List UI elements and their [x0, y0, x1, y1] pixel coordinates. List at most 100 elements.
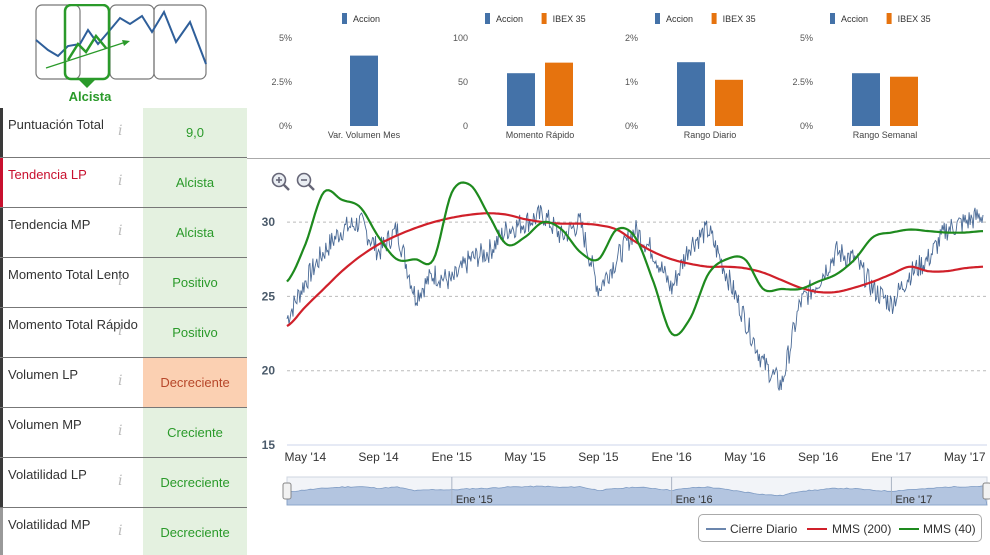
navigator-tick-label: Ene '17	[895, 494, 932, 506]
trend-line-blue	[35, 9, 207, 65]
indicator-row: Volumen LP i Decreciente	[0, 358, 247, 408]
info-icon[interactable]: i	[118, 373, 123, 389]
legend-mms-40[interactable]: MMS (40)	[923, 522, 976, 536]
x-tick-label: May '14	[284, 450, 326, 464]
x-tick-label: May '15	[504, 450, 546, 464]
navigator-tick-label: Ene '15	[456, 494, 493, 506]
indicator-row: Tendencia LP i Alcista	[0, 158, 247, 208]
row-divider	[0, 357, 247, 358]
info-icon[interactable]: i	[118, 323, 123, 339]
bar-accion[interactable]	[677, 62, 705, 126]
legend-cierre-diario[interactable]: Cierre Diario	[730, 522, 798, 536]
info-icon[interactable]: i	[118, 473, 123, 489]
section-divider	[247, 158, 990, 159]
bar-ibex[interactable]	[545, 62, 573, 126]
row-divider	[0, 257, 247, 258]
bar-accion[interactable]	[852, 73, 880, 126]
bar-accion[interactable]	[507, 73, 535, 126]
indicator-name: Volatilidad LP	[0, 458, 143, 507]
trend-frame-3	[109, 4, 155, 80]
price-chart[interactable]: 15 20 25 30 May '14 Sep '14 Ene '15 May '15 Sep …	[250, 165, 990, 510]
series-mms-40[interactable]	[286, 181, 984, 337]
indicator-name: Tendencia MP	[0, 208, 143, 257]
y-tick-label: 20	[262, 364, 276, 378]
trend-frame-4	[153, 4, 207, 80]
info-icon[interactable]: i	[118, 273, 123, 289]
legend-swatch	[711, 13, 717, 24]
indicator-value: Creciente	[143, 408, 247, 457]
indicator-name: Volatilidad MP	[0, 508, 143, 555]
trend-arrow	[45, 41, 127, 69]
legend-swatch	[485, 13, 490, 24]
trend-frame-1	[35, 4, 81, 80]
indicator-value: 9,0	[143, 108, 247, 157]
row-divider	[0, 207, 247, 208]
mini-chart-title: Var. Volumen Mes	[328, 130, 401, 140]
y-tick-label: 5%	[800, 33, 813, 43]
navigator-handle-left[interactable]	[282, 482, 292, 500]
indicator-name: Volumen LP	[0, 358, 143, 407]
indicator-row: Tendencia MP i Alcista	[0, 208, 247, 258]
indicator-row: Momento Total Lento i Positivo	[0, 258, 247, 308]
trend-label: Alcista	[68, 89, 112, 104]
zoom-in-icon[interactable]	[271, 172, 291, 192]
legend-mms-200[interactable]: MMS (200)	[832, 522, 892, 536]
info-icon[interactable]: i	[118, 423, 123, 439]
indicator-value: Alcista	[143, 208, 247, 257]
indicator-row: Volumen MP i Creciente	[0, 408, 247, 458]
legend-swatch-mms200	[807, 528, 827, 530]
legend-label[interactable]: Accion	[666, 14, 693, 24]
y-tick-label: 0%	[800, 121, 813, 131]
y-tick-label: 2%	[625, 33, 638, 43]
indicator-name: Momento Total Rápido	[0, 308, 143, 357]
bar-accion[interactable]	[350, 55, 378, 126]
zoom-out-icon[interactable]	[296, 172, 316, 192]
x-tick-label: Ene '17	[871, 450, 912, 464]
info-icon[interactable]: i	[118, 223, 123, 239]
legend-label[interactable]: Accion	[353, 14, 380, 24]
indicator-value: Positivo	[143, 258, 247, 307]
legend-label[interactable]: IBEX 35	[553, 14, 586, 24]
trend-widget[interactable]	[34, 4, 208, 104]
y-tick-label: 50	[458, 77, 468, 87]
legend-label[interactable]: IBEX 35	[898, 14, 931, 24]
legend-label[interactable]: Accion	[496, 14, 523, 24]
legend-swatch	[541, 13, 547, 24]
info-icon[interactable]: i	[118, 173, 123, 189]
y-tick-label: 0	[463, 121, 468, 131]
info-icon[interactable]: i	[118, 123, 123, 139]
mini-chart-volumen: Accion 0% 2.5% 5% Var. Volumen Mes	[271, 13, 401, 140]
indicator-row: Volatilidad MP i Decreciente	[0, 508, 247, 555]
navigator-tick-label: Ene '16	[676, 494, 713, 506]
row-divider	[0, 407, 247, 408]
row-divider	[0, 307, 247, 308]
legend-swatch	[886, 13, 892, 24]
y-tick-label: 25	[262, 289, 276, 303]
legend-label[interactable]: Accion	[841, 14, 868, 24]
mini-chart-momento: Accion IBEX 35 0 50 100 Momento Rápido	[453, 13, 586, 140]
indicator-row: Momento Total Rápido i Positivo	[0, 308, 247, 358]
y-tick-label: 2.5%	[271, 77, 292, 87]
bar-ibex[interactable]	[890, 76, 918, 126]
series-cierre-diario[interactable]	[286, 204, 984, 391]
row-divider	[0, 157, 247, 158]
navigator-handle-right[interactable]	[982, 482, 990, 500]
indicator-value: Decreciente	[143, 508, 247, 555]
info-icon[interactable]: i	[118, 523, 123, 539]
series-mms-200[interactable]	[286, 212, 984, 328]
legend-label[interactable]: IBEX 35	[723, 14, 756, 24]
y-tick-label: 30	[262, 215, 276, 229]
x-tick-label: Ene '15	[432, 450, 473, 464]
legend-swatch-mms40	[899, 528, 919, 530]
indicator-value: Alcista	[143, 158, 247, 207]
y-tick-label: 100	[453, 33, 468, 43]
indicator-value: Positivo	[143, 308, 247, 357]
x-tick-label: Sep '15	[578, 450, 619, 464]
indicator-name: Tendencia LP	[0, 158, 143, 207]
chart-legend: Cierre Diario MMS (200) MMS (40)	[698, 514, 982, 542]
y-tick-label: 0%	[279, 121, 292, 131]
legend-swatch	[342, 13, 347, 24]
mini-chart-rango-diario: Accion IBEX 35 0% 1% 2% Rango Diario	[625, 13, 756, 140]
bar-ibex[interactable]	[715, 79, 743, 126]
